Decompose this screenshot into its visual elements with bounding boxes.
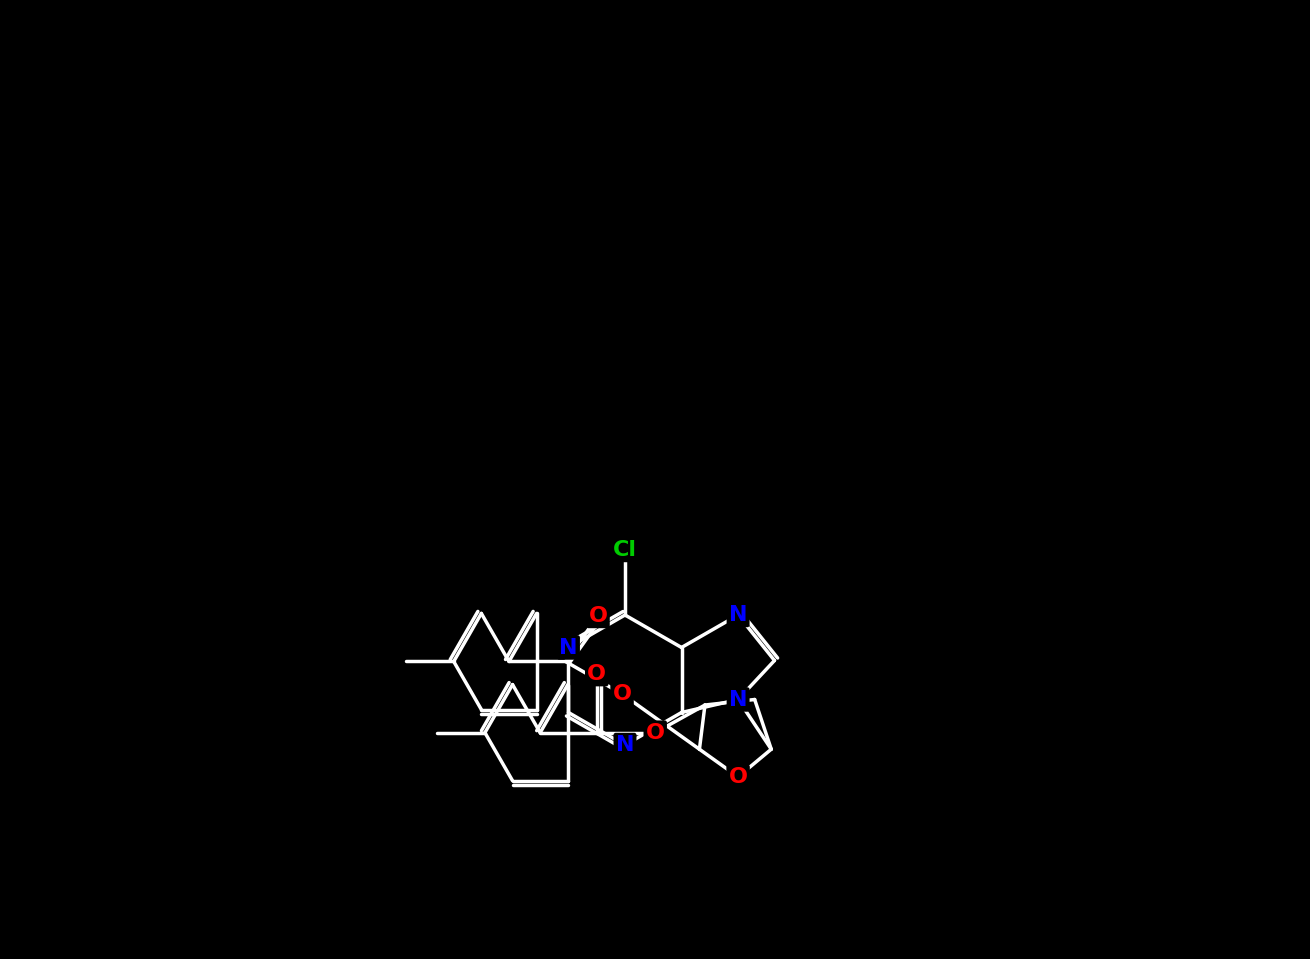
Text: Cl: Cl [613,540,637,560]
Text: N: N [728,690,747,710]
Text: O: O [646,723,664,742]
Text: N: N [728,605,747,625]
Text: N: N [616,735,634,755]
Text: O: O [587,665,607,684]
Text: O: O [613,684,631,704]
Text: O: O [588,606,608,626]
Text: O: O [728,767,748,786]
Text: N: N [559,638,578,658]
